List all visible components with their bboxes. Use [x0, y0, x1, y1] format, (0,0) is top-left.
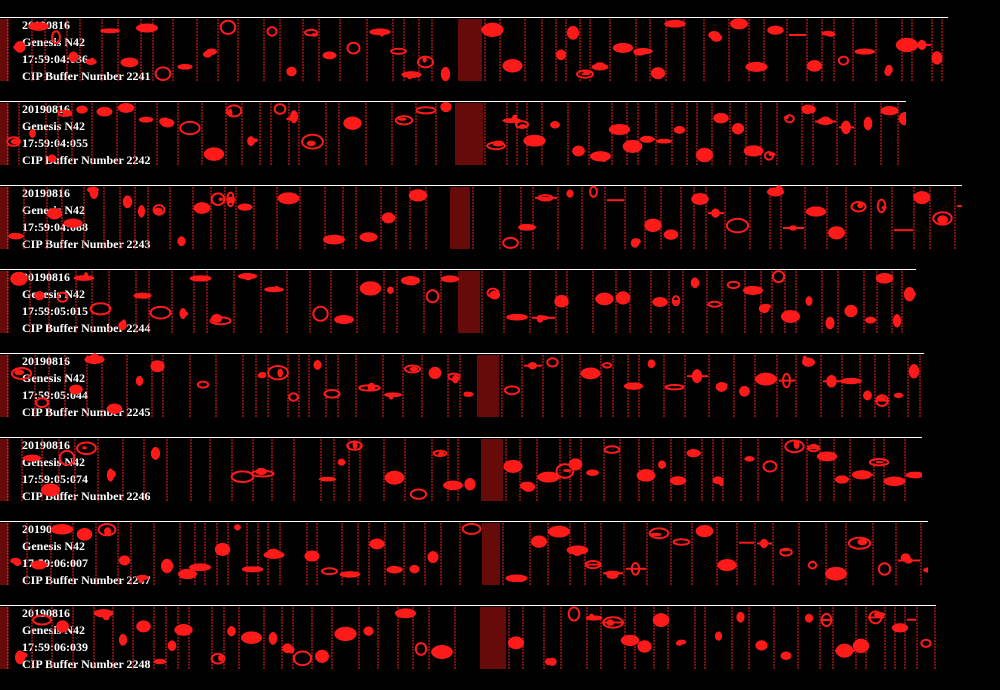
strip-probe: Genesis N42: [22, 539, 85, 553]
buffer-strip: 20190816 Genesis N42 17:59:04:055 CIP Bu…: [0, 84, 1000, 168]
buffer-strip: 20190816 Genesis N42 17:59:05:015 CIP Bu…: [0, 252, 1000, 336]
buffer-strip: 20190816 Genesis N42 17:59:06:007 CIP Bu…: [0, 504, 1000, 588]
strip-header: 20190816 Genesis N42 17:59:04:036 CIP Bu…: [4, 0, 151, 83]
buffer-strip: 20190816 Genesis N42 17:59:04:088 CIP Bu…: [0, 168, 1000, 252]
strip-header: 20190816 Genesis N42 17:59:06:007 CIP Bu…: [4, 504, 151, 587]
strip-header: 20190816 Genesis N42 17:59:04:055 CIP Bu…: [4, 84, 151, 167]
particle-frames: [0, 606, 936, 669]
strip-date: 20190816: [22, 606, 70, 620]
particle-frames: [0, 522, 928, 585]
strip-time: 17:59:05:074: [22, 472, 88, 486]
strip-caption: CIP Buffer Number 2247: [22, 573, 151, 587]
particle-frames: [0, 18, 943, 82]
buffer-strip: 20190816 Genesis N42 17:59:05:044 CIP Bu…: [0, 336, 1000, 420]
particle-image-strip: [0, 605, 936, 669]
particle-image-strip: [0, 269, 916, 333]
particle-image-strip: [0, 185, 962, 249]
strip-header: 20190816 Genesis N42 17:59:05:074 CIP Bu…: [4, 420, 151, 503]
particle-image-strip: [0, 521, 928, 585]
strip-header: 20190816 Genesis N42 17:59:04:088 CIP Bu…: [4, 168, 151, 251]
strip-header: 20190816 Genesis N42 17:59:06:039 CIP Bu…: [4, 588, 151, 671]
particle-frames: [0, 185, 962, 249]
particle-image-strip: [0, 17, 948, 82]
particle-frames: [0, 353, 921, 417]
strip-header: 20190816 Genesis N42 17:59:05:015 CIP Bu…: [4, 252, 151, 335]
buffer-strip: 20190816 Genesis N42 17:59:05:074 CIP Bu…: [0, 420, 1000, 504]
particle-image-strip: [0, 101, 906, 165]
buffer-strip: 20190816 Genesis N42 17:59:06:039 CIP Bu…: [0, 588, 1000, 672]
strip-date: 20190816: [22, 186, 70, 200]
particle-frames: [0, 439, 922, 501]
strip-time: 17:59:05:015: [22, 304, 88, 318]
strip-date: 20190816: [22, 270, 70, 284]
particle-image-strip: [0, 437, 922, 501]
strip-date: 20190816: [22, 438, 70, 452]
particle-frames: [0, 270, 916, 333]
strip-caption: CIP Buffer Number 2243: [22, 237, 151, 251]
strip-time: 17:59:06:039: [22, 640, 88, 654]
particle-frames: [0, 101, 906, 165]
particle-image-strip: [0, 353, 924, 417]
buffer-strip: 20190816 Genesis N42 17:59:04:036 CIP Bu…: [0, 0, 1000, 84]
strip-header: 20190816 Genesis N42 17:59:05:044 CIP Bu…: [4, 336, 151, 419]
strip-date: 20190816: [22, 354, 70, 368]
